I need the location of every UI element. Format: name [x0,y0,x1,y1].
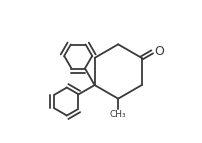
Text: CH₃: CH₃ [110,110,126,119]
Text: O: O [154,45,164,58]
